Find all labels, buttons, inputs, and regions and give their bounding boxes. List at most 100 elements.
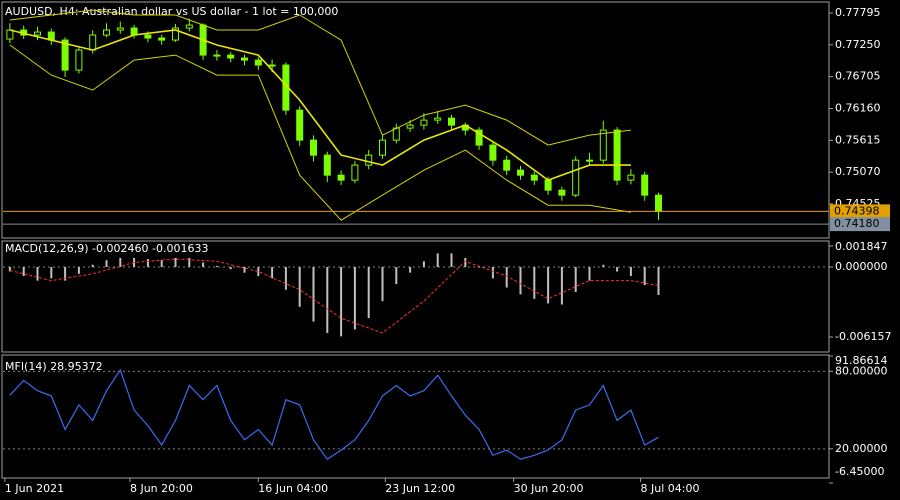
mfi-title: MFI(14) 28.95372 — [5, 360, 103, 373]
candle-body — [310, 139, 317, 156]
candle-body — [379, 139, 386, 156]
candle-body — [75, 49, 83, 71]
macd-bar — [284, 266, 287, 290]
macd-bar — [340, 266, 343, 337]
y-tick-label: 0.75070 — [835, 165, 881, 178]
macd-bar — [464, 257, 467, 267]
x-tick-label: 8 Jul 04:00 — [641, 482, 700, 495]
candle-body — [227, 54, 235, 59]
y-tick-label: 0.75615 — [835, 133, 881, 146]
macd-bar — [353, 266, 356, 330]
candle-body — [420, 119, 428, 126]
macd-bar — [174, 257, 177, 267]
macd-bar — [422, 261, 425, 267]
macd-bar — [326, 266, 329, 333]
macd-bar — [588, 266, 591, 281]
candle-body — [89, 34, 97, 51]
mfi-line — [9, 368, 659, 461]
y-tick-label: 0.77795 — [835, 6, 881, 19]
candle-body — [6, 29, 14, 40]
x-tick-label: 16 Jun 04:00 — [258, 482, 328, 495]
macd-bar — [657, 266, 660, 295]
candle-body — [655, 194, 662, 212]
macd-bar — [574, 266, 577, 293]
candle-body — [144, 34, 152, 39]
macd-bar — [312, 266, 315, 322]
candle-body — [254, 59, 262, 66]
macd-bar — [202, 262, 205, 267]
candle-body — [61, 39, 69, 71]
macd-bar — [643, 266, 646, 286]
macd-bar — [64, 266, 67, 281]
y-tick-label: 0.001847 — [835, 240, 888, 253]
x-tick-label: 1 Jun 2021 — [5, 482, 64, 495]
candle-body — [158, 37, 166, 41]
candle-body — [489, 144, 497, 161]
macd-bar — [519, 266, 522, 295]
price-tag-label: 0.74180 — [834, 217, 880, 230]
candle-body — [586, 159, 593, 162]
candle-body — [268, 64, 276, 67]
candle-body — [323, 154, 331, 176]
candle-body — [517, 169, 524, 176]
price-tag — [830, 204, 890, 219]
candle-body — [241, 57, 248, 61]
macd-bar — [547, 266, 550, 304]
candle-body — [172, 27, 179, 41]
macd-bar — [8, 266, 11, 272]
y-tick-label: 80.00000 — [835, 364, 888, 377]
macd-bar — [409, 266, 412, 273]
macd-bar — [616, 266, 619, 272]
macd-bar — [505, 266, 508, 288]
y-tick-label: 0.76705 — [835, 70, 881, 83]
y-tick-label: -6.45000 — [835, 465, 884, 478]
macd-bar — [491, 266, 494, 279]
y-tick-label: 91.86614 — [835, 354, 888, 367]
macd-bar — [119, 257, 122, 267]
macd-panel — [1, 240, 830, 353]
candle-body — [406, 124, 414, 129]
y-tick-label: 0.000000 — [835, 260, 888, 273]
macd-bar — [188, 257, 191, 267]
macd-bar — [629, 266, 632, 277]
band-line — [9, 44, 631, 221]
y-tick-label: 0.77250 — [835, 38, 881, 51]
macd-bar — [160, 260, 163, 267]
candle-body — [558, 189, 566, 196]
macd-title: MACD(12,26,9) -0.002460 -0.001633 — [5, 242, 208, 255]
candle-body — [599, 129, 607, 161]
macd-bar — [105, 260, 108, 267]
candle-body — [613, 129, 621, 181]
macd-bar — [257, 266, 260, 277]
macd-bar — [367, 266, 370, 319]
macd-bar — [560, 266, 563, 305]
candle-body — [116, 27, 124, 31]
candle-body — [475, 129, 483, 146]
macd-bar — [146, 259, 149, 267]
symbol-title: AUDUSD, H4: Australian dollar vs US doll… — [5, 5, 338, 18]
candle-body — [103, 29, 110, 36]
macd-bar — [36, 266, 39, 281]
macd-bar — [478, 266, 481, 268]
candle-body — [641, 174, 649, 196]
candle-body — [351, 164, 359, 181]
candle-body — [185, 24, 193, 29]
macd-bar — [243, 266, 246, 273]
macd-bar — [91, 264, 94, 267]
price-tag — [830, 217, 890, 232]
macd-bar — [436, 253, 439, 267]
macd-bar — [50, 266, 53, 279]
macd-bar — [602, 264, 605, 267]
macd-bar — [381, 266, 384, 302]
y-tick-label: -0.006157 — [835, 330, 891, 343]
macd-bar — [533, 266, 536, 299]
main-panel — [1, 1, 830, 239]
y-tick-label: 20.00000 — [835, 442, 888, 455]
macd-bar — [395, 266, 398, 285]
band-line — [9, 29, 631, 181]
macd-bar — [298, 266, 301, 307]
mfi-panel — [1, 354, 830, 479]
candle-body — [337, 174, 345, 181]
y-tick-label: 0.76160 — [835, 101, 881, 114]
candle-body — [572, 159, 580, 196]
